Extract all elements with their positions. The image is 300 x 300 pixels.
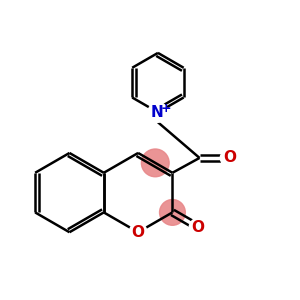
- Text: O: O: [132, 225, 145, 240]
- Circle shape: [141, 149, 169, 177]
- Circle shape: [148, 102, 168, 122]
- Text: +: +: [160, 102, 171, 115]
- Text: N: N: [151, 105, 163, 120]
- Text: O: O: [192, 220, 205, 235]
- Text: O: O: [223, 150, 236, 165]
- Circle shape: [129, 223, 147, 241]
- Circle shape: [160, 200, 185, 225]
- Circle shape: [220, 149, 238, 167]
- Circle shape: [189, 218, 207, 236]
